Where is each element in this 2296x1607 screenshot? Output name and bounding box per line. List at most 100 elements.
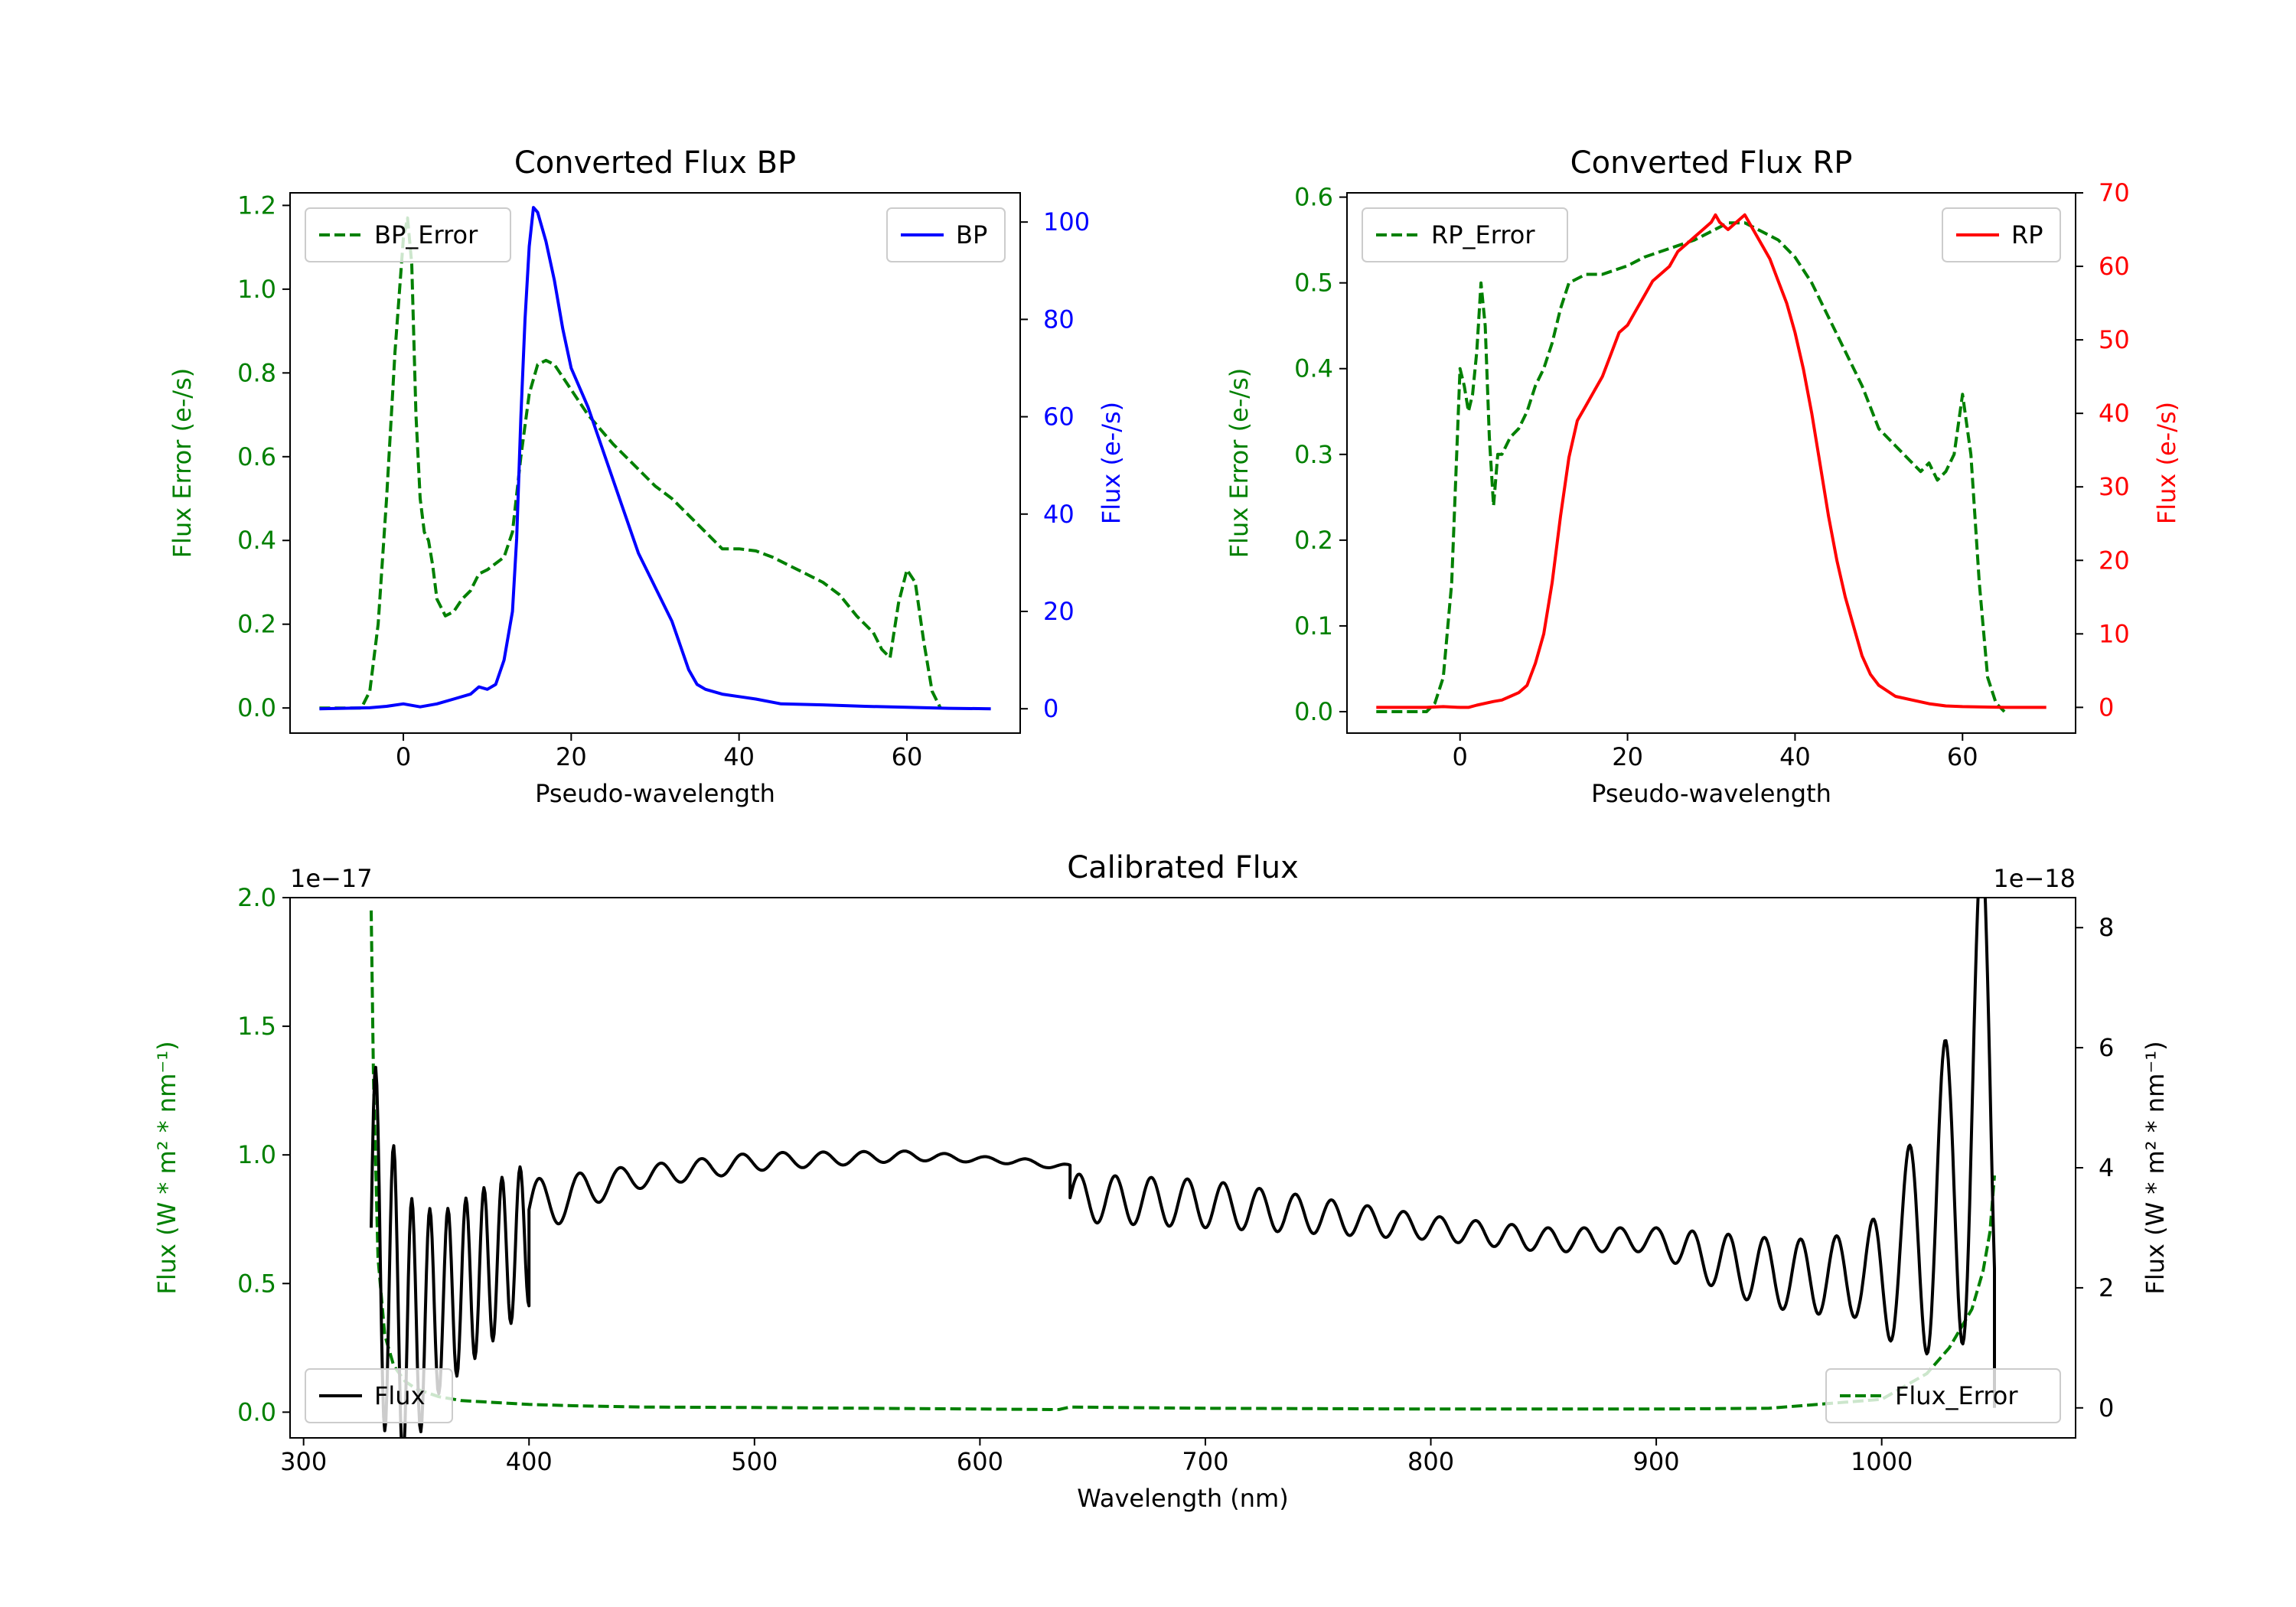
x-tick-label: 0	[1453, 742, 1468, 771]
x-tick-label: 300	[280, 1447, 327, 1476]
chart-title: Converted Flux BP	[514, 145, 796, 181]
y-left-offset-label: 1e−17	[290, 864, 373, 893]
y-left-tick-label: 0.4	[237, 526, 276, 555]
y-right-tick-label: 6	[2099, 1033, 2114, 1062]
y-right-tick-label: 30	[2099, 472, 2130, 501]
x-axis-label: Pseudo-wavelength	[535, 779, 775, 808]
y-left-axis-label: Flux (W * m² * nm⁻¹)	[152, 1041, 181, 1294]
series-line-flux-error	[370, 910, 1996, 1411]
legend-box	[305, 207, 511, 262]
y-left-tick-label: 0.2	[237, 610, 276, 639]
y-right-tick-label: 20	[1043, 597, 1075, 626]
x-tick-label: 40	[723, 742, 755, 771]
plot-frame	[289, 897, 2076, 1439]
x-tick-label: 60	[892, 742, 923, 771]
y-left-tick-label: 1.5	[237, 1012, 276, 1041]
y-left-tick-label: 0.8	[237, 358, 276, 387]
y-right-tick-label: 50	[2099, 325, 2130, 354]
y-right-tick-label: 80	[1043, 305, 1075, 334]
y-left-tick-label: 0.6	[237, 442, 276, 471]
x-tick-label: 800	[1407, 1447, 1454, 1476]
y-left-axis-label: Flux Error (e-/s)	[1225, 368, 1254, 559]
plot-area	[1376, 213, 2047, 713]
y-left-tick-label: 1.0	[237, 275, 276, 304]
x-tick-label: 400	[506, 1447, 553, 1476]
chart-title: Converted Flux RP	[1570, 145, 1853, 181]
series-line-flux	[370, 898, 1996, 1438]
legend-label: RP	[2011, 220, 2043, 249]
x-tick-label: 0	[396, 742, 411, 771]
y-left-tick-label: 0.1	[1294, 611, 1333, 641]
legend-bp-error: BP_Error	[305, 207, 511, 262]
y-left-tick-label: 0.5	[1294, 269, 1333, 298]
y-right-tick-label: 0	[1043, 694, 1058, 723]
x-tick-label: 20	[556, 742, 587, 771]
y-left-tick-label: 0.5	[237, 1269, 276, 1298]
y-right-offset-label: 1e−18	[1993, 864, 2076, 893]
y-left-tick-label: 0.2	[1294, 526, 1333, 555]
y-right-tick-label: 20	[2099, 546, 2130, 575]
plot-frame	[1346, 192, 2076, 734]
legend-label: Flux	[374, 1381, 426, 1410]
x-tick-label: 900	[1633, 1447, 1680, 1476]
x-tick-label: 600	[957, 1447, 1003, 1476]
chart-bp: 0 20 40 60 0.0 0.2 0.4 0.6 0.8 1.0 1.2 0 20 40 60 80 100…	[168, 145, 1126, 808]
y-left-tick-label: 0.3	[1294, 440, 1333, 469]
legend-flux: Flux	[305, 1368, 453, 1423]
chart-title: Calibrated Flux	[1067, 850, 1299, 885]
x-tick-label: 1000	[1851, 1447, 1913, 1476]
y-right-tick-label: 0	[2099, 1393, 2114, 1423]
y-right-tick-label: 2	[2099, 1273, 2114, 1302]
y-right-tick-label: 0	[2099, 693, 2114, 722]
series-line-rp-error	[1376, 221, 2006, 713]
plot-frame	[289, 192, 1021, 734]
legend-box	[305, 1368, 453, 1423]
legend-rp-error: RP_Error	[1362, 207, 1568, 262]
legend-box	[1942, 207, 2061, 262]
y-left-tick-label: 0.0	[237, 693, 276, 722]
x-tick-label: 60	[1947, 742, 1978, 771]
x-tick-label: 40	[1779, 742, 1811, 771]
y-right-tick-label: 8	[2099, 913, 2114, 942]
series-line-bp-error	[319, 216, 942, 710]
legend-label: RP_Error	[1431, 220, 1535, 249]
y-right-axis-label: Flux (W * m² * nm⁻¹)	[2141, 1041, 2170, 1294]
legend-box	[886, 207, 1006, 262]
series-line-bp	[319, 206, 991, 711]
x-tick-label: 500	[731, 1447, 778, 1476]
series-line-rp	[1376, 213, 2047, 709]
x-tick-label: 700	[1182, 1447, 1228, 1476]
legend-label: Flux_Error	[1895, 1381, 2018, 1410]
y-left-tick-label: 2.0	[237, 883, 276, 912]
legend-box	[1362, 207, 1568, 262]
legend-flux-error: Flux_Error	[1825, 1368, 2061, 1423]
y-right-tick-label: 100	[1043, 207, 1090, 236]
plot-area	[319, 206, 991, 711]
y-left-tick-label: 0.4	[1294, 354, 1333, 383]
x-axis-label: Wavelength (nm)	[1077, 1484, 1288, 1513]
legend-rp: RP	[1942, 207, 2061, 262]
legend-label: BP_Error	[374, 220, 478, 249]
y-right-tick-label: 40	[2099, 399, 2130, 428]
legend-box	[1825, 1368, 2061, 1423]
x-tick-label: 20	[1612, 742, 1643, 771]
chart-calibrated: 300 400 500 600 700 800 900 1000 0.0 0.5 1.0 1.5 2.0…	[152, 850, 2170, 1513]
y-right-axis-label: Flux (e-/s)	[2152, 402, 2181, 524]
plot-area	[370, 898, 1996, 1438]
y-right-tick-label: 4	[2099, 1153, 2114, 1182]
y-right-tick-label: 60	[1043, 403, 1075, 432]
legend-label: BP	[956, 220, 987, 249]
legend-bp: BP	[886, 207, 1006, 262]
chart-rp: 0 20 40 60 0.0 0.1 0.2 0.3 0.4 0.5 0.6 0 10 20 30 40 50 6…	[1225, 145, 2181, 808]
y-right-tick-label: 60	[2099, 252, 2130, 281]
y-left-axis-label: Flux Error (e-/s)	[168, 368, 197, 559]
y-left-tick-label: 1.2	[237, 191, 276, 220]
y-right-tick-label: 70	[2099, 178, 2130, 207]
x-axis-label: Pseudo-wavelength	[1591, 779, 1831, 808]
y-left-tick-label: 0.6	[1294, 183, 1333, 212]
y-right-tick-label: 10	[2099, 619, 2130, 648]
y-left-tick-label: 0.0	[1294, 697, 1333, 726]
y-left-tick-label: 0.0	[237, 1397, 276, 1426]
y-right-axis-label: Flux (e-/s)	[1097, 402, 1126, 524]
